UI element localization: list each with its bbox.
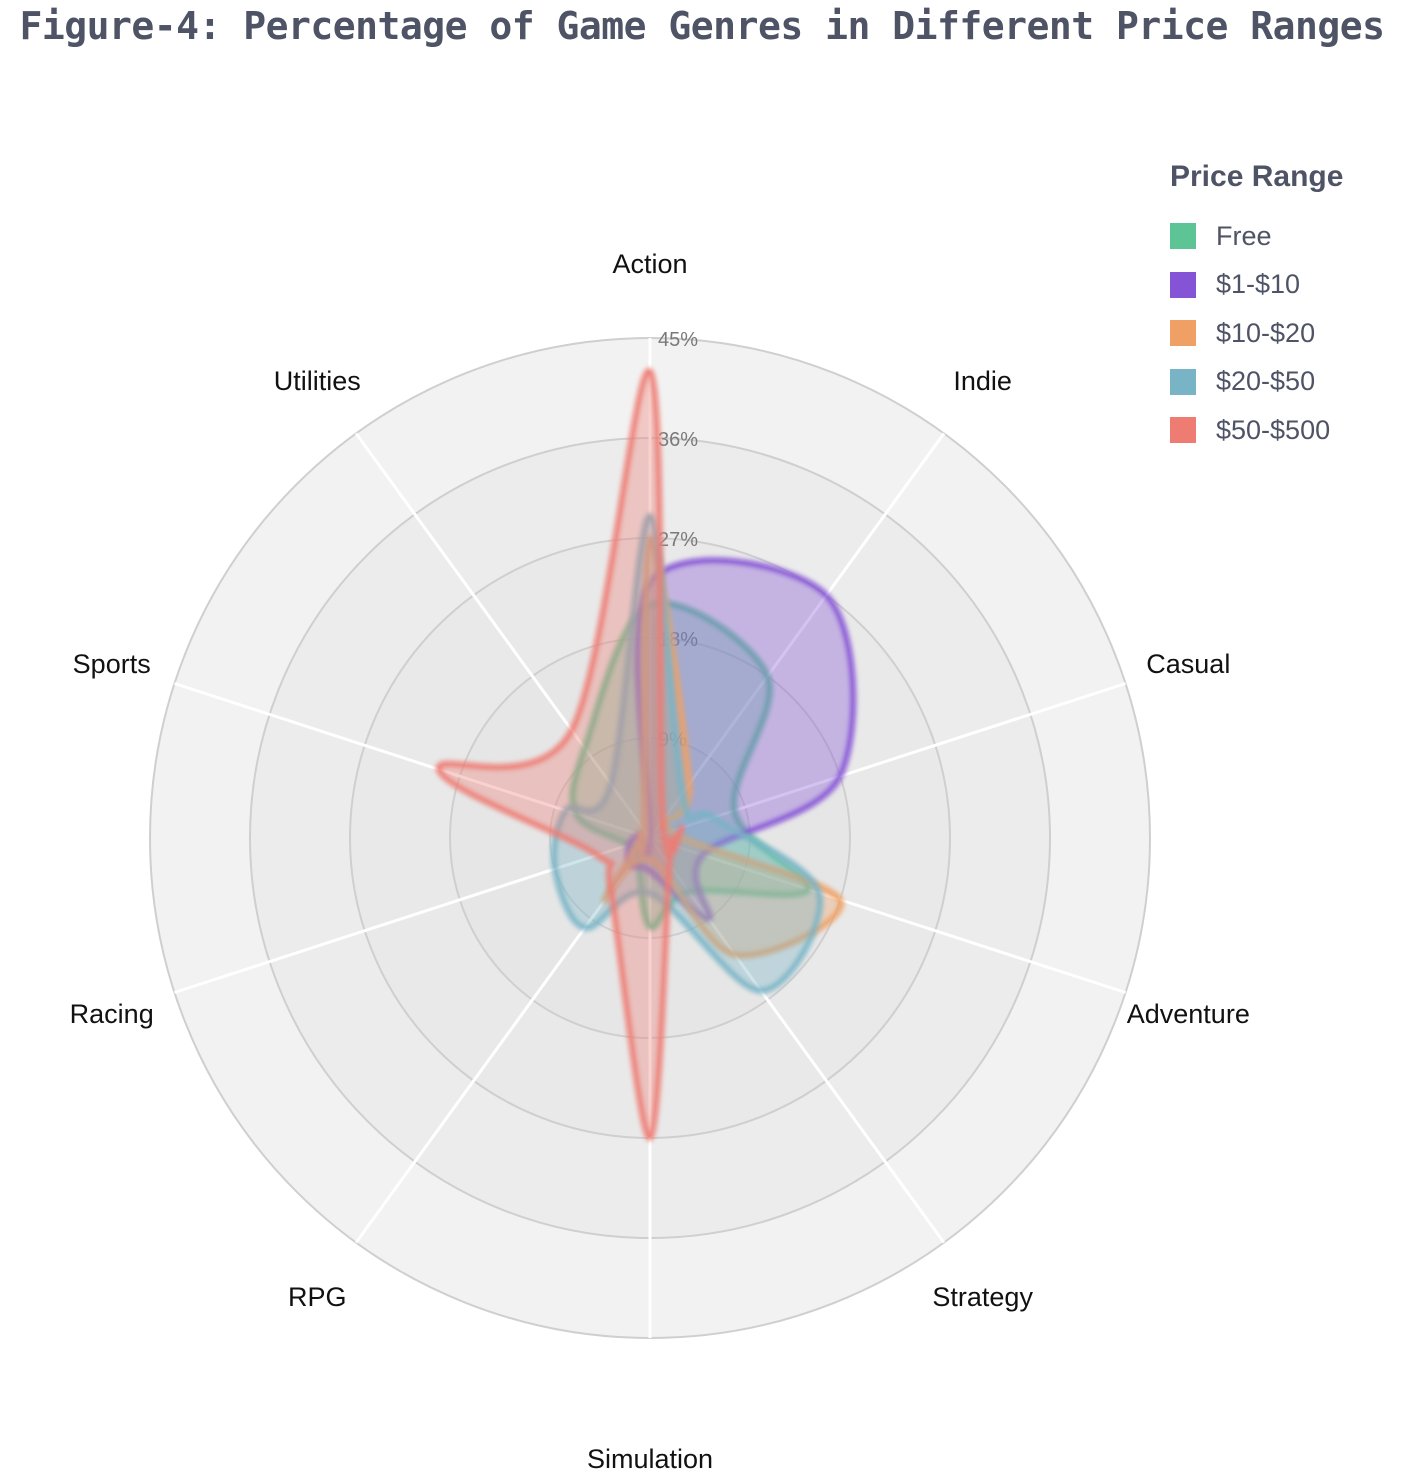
legend-title: Price Range — [1170, 160, 1344, 193]
legend-item-10-20[interactable]: $10-$20 — [1170, 309, 1343, 358]
legend-item-50-500[interactable]: $50-$500 — [1170, 406, 1343, 455]
category-label-adventure: Adventure — [1127, 999, 1250, 1029]
legend-swatch-20-50 — [1170, 368, 1196, 395]
series-20-50[interactable] — [550, 512, 824, 994]
category-label-action: Action — [612, 249, 687, 279]
legend-label-1-10: $1-$10 — [1216, 269, 1301, 300]
spoke-strategy — [648, 837, 946, 1244]
category-label-simulation: Simulation — [587, 1444, 713, 1474]
angular-grid — [174, 338, 1126, 1338]
series-area-20-50 — [553, 515, 821, 991]
series-line-20-50 — [550, 512, 824, 994]
spoke-utilities — [354, 432, 652, 839]
legend: Price Range Free $1-$10 $10-$20 $20-$50 … — [1170, 160, 1343, 455]
spoke-indie — [648, 432, 946, 839]
category-label-racing: Racing — [70, 999, 154, 1029]
spoke-racing — [174, 836, 651, 994]
chart-title: Figure-4: Percentage of Game Genres in D… — [19, 4, 1385, 48]
category-label-strategy: Strategy — [932, 1282, 1033, 1312]
legend-swatch-10-20 — [1170, 320, 1196, 347]
legend-label-free: Free — [1216, 220, 1272, 251]
spoke-sports — [174, 682, 651, 840]
spoke-casual — [649, 682, 1126, 840]
radial-tick-45: 45% — [658, 329, 698, 351]
legend-swatch-50-500 — [1170, 417, 1196, 444]
radial-tick-27: 27% — [658, 529, 698, 551]
legend-label-50-500: $50-$500 — [1216, 414, 1331, 445]
legend-swatch-free — [1170, 223, 1196, 250]
legend-label-10-20: $10-$20 — [1216, 317, 1316, 348]
radial-tick-9: 9% — [658, 729, 687, 751]
legend-label-20-50: $20-$50 — [1216, 366, 1316, 397]
series-group — [435, 368, 857, 1142]
category-label-rpg: RPG — [288, 1282, 347, 1312]
radial-tick-36: 36% — [658, 429, 698, 451]
category-label-indie: Indie — [953, 366, 1012, 396]
spoke-adventure — [649, 836, 1126, 994]
series-line-50-500 — [435, 368, 685, 1142]
spoke-rpg — [354, 837, 652, 1244]
category-labels: Action Indie Casual Adventure Strategy Simula… — [70, 249, 1250, 1474]
legend-item-free[interactable]: Free — [1170, 212, 1343, 261]
category-label-utilities: Utilities — [274, 366, 361, 396]
legend-item-20-50[interactable]: $20-$50 — [1170, 358, 1343, 407]
legend-swatch-1-10 — [1170, 271, 1196, 298]
category-label-casual: Casual — [1146, 649, 1230, 679]
legend-item-1-10[interactable]: $1-$10 — [1170, 261, 1343, 310]
category-label-sports: Sports — [73, 649, 151, 679]
series-line-free — [569, 599, 812, 931]
series-line-10-20 — [601, 534, 844, 959]
series-50-500[interactable] — [435, 368, 685, 1142]
